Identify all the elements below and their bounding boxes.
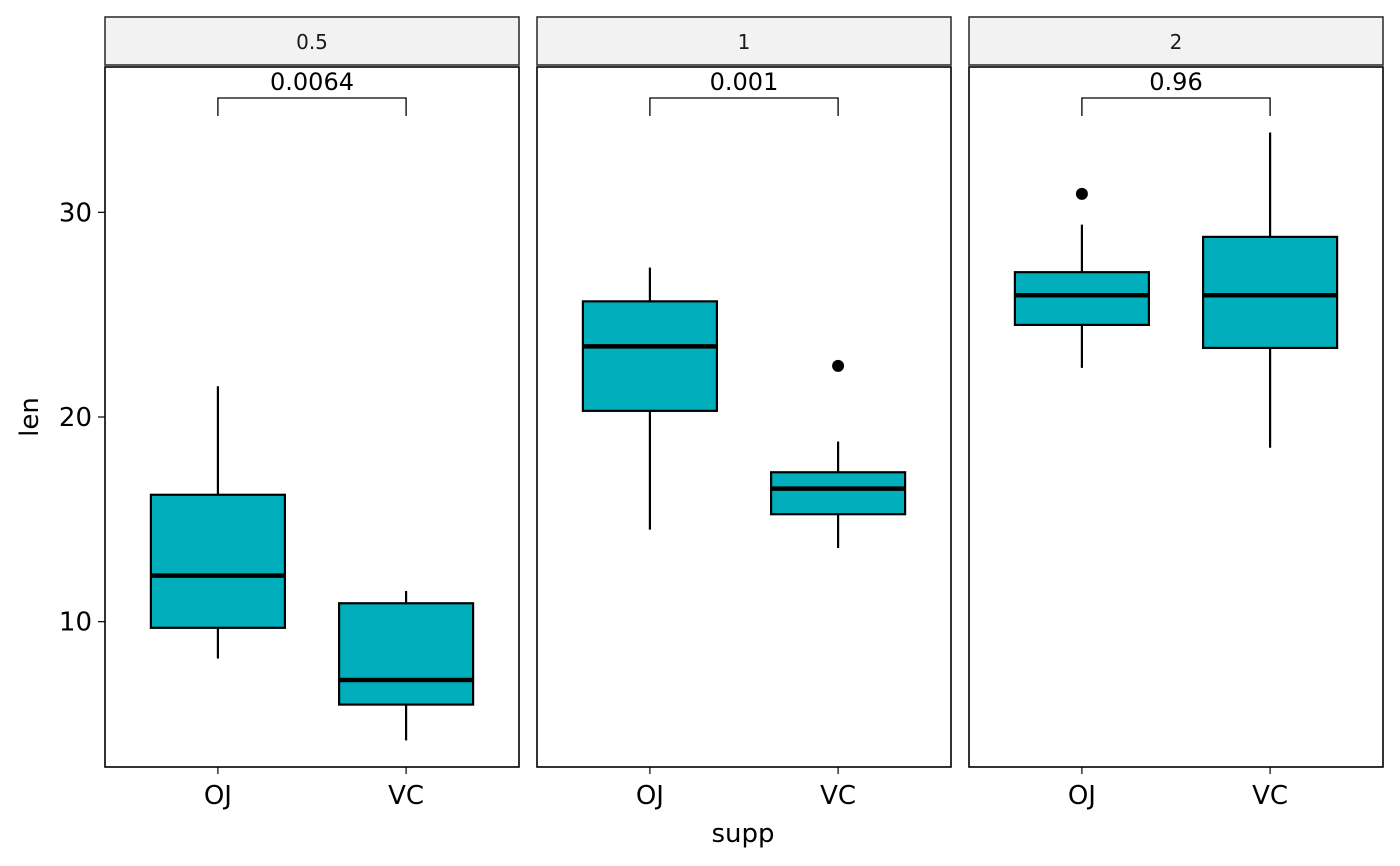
y-tick-label: 20 [59,403,92,433]
panel-border [536,66,952,768]
facet-strip-label: 0.5 [296,30,328,54]
facet-strip [104,16,520,66]
facet-strip [536,16,952,66]
box-body [1013,271,1151,326]
comparison-bracket [1081,97,1271,116]
x-tick-label: VC [388,781,424,811]
box-body [149,493,287,629]
x-tick-label: VC [1252,781,1288,811]
panels-layer: 0.5 OJ VC 0.0064 1 OJ VC 0.001 2 OJ VC 0.96 [104,16,1384,811]
outlier-point [832,359,845,372]
x-axis-title: supp [711,819,774,849]
box-VC [769,359,907,548]
box-VC [1201,132,1339,448]
y-tick-label: 30 [59,198,92,228]
outlier-point [1075,187,1088,200]
comparison-bracket [649,97,839,116]
box-OJ [1013,187,1151,368]
box-body [1201,235,1339,350]
facet-panel-1: 1 OJ VC 0.001 [536,16,952,811]
p-value-label: 0.0064 [270,68,354,96]
panel-border [968,66,1384,768]
box-OJ [149,386,287,659]
box-VC [337,590,475,741]
facet-strip [968,16,1384,66]
box-body [337,602,475,706]
y-tick-label: 10 [59,608,92,638]
x-tick-label: OJ [1068,781,1096,811]
x-tick-label: VC [820,781,856,811]
y-axis: 10 20 30 [59,198,105,638]
comparison-bracket [217,97,407,116]
facet-panel-2: 2 OJ VC 0.96 [968,16,1384,811]
box-body [581,300,719,412]
y-axis-title: len [15,397,45,437]
box-OJ [581,267,719,530]
x-tick-label: OJ [636,781,664,811]
facet-panel-0.5: 0.5 OJ VC 0.0064 [104,16,520,811]
x-tick-label: OJ [204,781,232,811]
p-value-label: 0.96 [1149,68,1202,96]
facet-strip-label: 2 [1170,30,1183,54]
p-value-label: 0.001 [710,68,779,96]
facet-strip-label: 1 [738,30,751,54]
box-body [769,471,907,516]
